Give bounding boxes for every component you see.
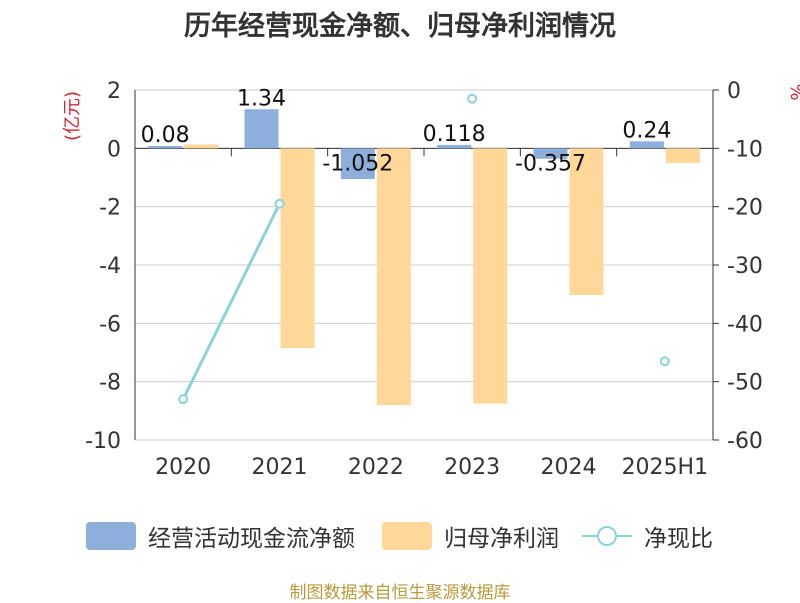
right-tick-label: -40 xyxy=(727,312,763,337)
data-label-operating-cf: 0.118 xyxy=(423,122,486,147)
legend: 经营活动现金流净额 归母净利润 净现比 xyxy=(0,514,800,558)
right-axis-unit-label: % xyxy=(786,83,800,100)
bar-net-profit xyxy=(665,148,700,163)
bar-net-profit xyxy=(280,148,315,349)
left-tick-label: -8 xyxy=(99,371,121,396)
legend-item-net-profit[interactable]: 归母净利润 xyxy=(382,514,559,558)
bar-net-profit xyxy=(184,144,219,149)
category-label: 2024 xyxy=(541,455,597,480)
bar-net-profit xyxy=(569,148,604,296)
ratio-point xyxy=(467,93,478,104)
legend-label-ratio: 净现比 xyxy=(644,526,713,552)
bar-operating-cf xyxy=(148,146,183,149)
data-labels: 0.08 1.34 -1.052 0.118 -0.357 0.24 xyxy=(141,86,672,176)
data-label-operating-cf: 1.34 xyxy=(237,86,286,111)
source-note: 制图数据来自恒生聚源数据库 xyxy=(289,583,511,603)
category-label: 2021 xyxy=(252,455,308,480)
bar-operating-cf xyxy=(533,148,568,159)
left-axis-unit-label: (亿元) xyxy=(62,91,83,141)
bar-operating-cf xyxy=(340,148,375,180)
legend-item-ratio[interactable]: 净现比 xyxy=(582,514,713,558)
right-tick-label: -30 xyxy=(727,254,763,279)
ratio-line-segment xyxy=(181,203,281,400)
data-label-operating-cf: -1.052 xyxy=(322,151,393,176)
bar-operating-cf xyxy=(629,141,664,149)
left-tick-label: -2 xyxy=(99,196,121,221)
left-tick-label: -4 xyxy=(99,254,121,279)
bars xyxy=(148,109,700,406)
left-tick-label: -10 xyxy=(85,429,121,454)
left-tick-label: 0 xyxy=(107,137,121,162)
legend-swatch-operating-cf xyxy=(86,522,136,550)
data-label-operating-cf: 0.24 xyxy=(622,118,671,143)
data-label-operating-cf: 0.08 xyxy=(141,123,190,148)
category-label: 2023 xyxy=(444,455,500,480)
category-label: 2022 xyxy=(348,455,404,480)
ratio-point xyxy=(274,198,285,209)
data-label-operating-cf: -0.357 xyxy=(515,151,586,176)
left-tick-label: 2 xyxy=(107,79,121,104)
ratio-point xyxy=(659,356,670,367)
right-tick-label: 0 xyxy=(727,79,741,104)
bar-operating-cf xyxy=(437,144,472,149)
right-tick-label: -60 xyxy=(727,429,763,454)
left-tick-label: -6 xyxy=(99,312,121,337)
legend-label-operating-cf: 经营活动现金流净额 xyxy=(148,526,355,552)
bar-net-profit xyxy=(376,148,411,406)
bar-operating-cf xyxy=(244,109,279,149)
right-tick-label: -50 xyxy=(727,371,763,396)
legend-swatch-net-profit xyxy=(382,522,432,550)
legend-label-net-profit: 归母净利润 xyxy=(444,526,559,552)
category-label: 2020 xyxy=(155,455,211,480)
right-tick-label: -20 xyxy=(727,196,763,221)
right-tick-label: -10 xyxy=(727,137,763,162)
ratio-line xyxy=(178,93,670,405)
category-label: 2025H1 xyxy=(622,455,709,480)
bar-net-profit xyxy=(473,148,508,404)
ratio-point xyxy=(178,394,189,405)
legend-swatch-ratio xyxy=(582,526,632,546)
chart-title: 历年经营现金净额、归母净利润情况 xyxy=(184,11,616,42)
legend-item-operating-cf[interactable]: 经营活动现金流净额 xyxy=(86,514,355,558)
axes: 2 0 -2 -4 -6 -8 -10 0 -10 -20 -30 -40 -50 -60 2020 2021… xyxy=(62,79,800,480)
